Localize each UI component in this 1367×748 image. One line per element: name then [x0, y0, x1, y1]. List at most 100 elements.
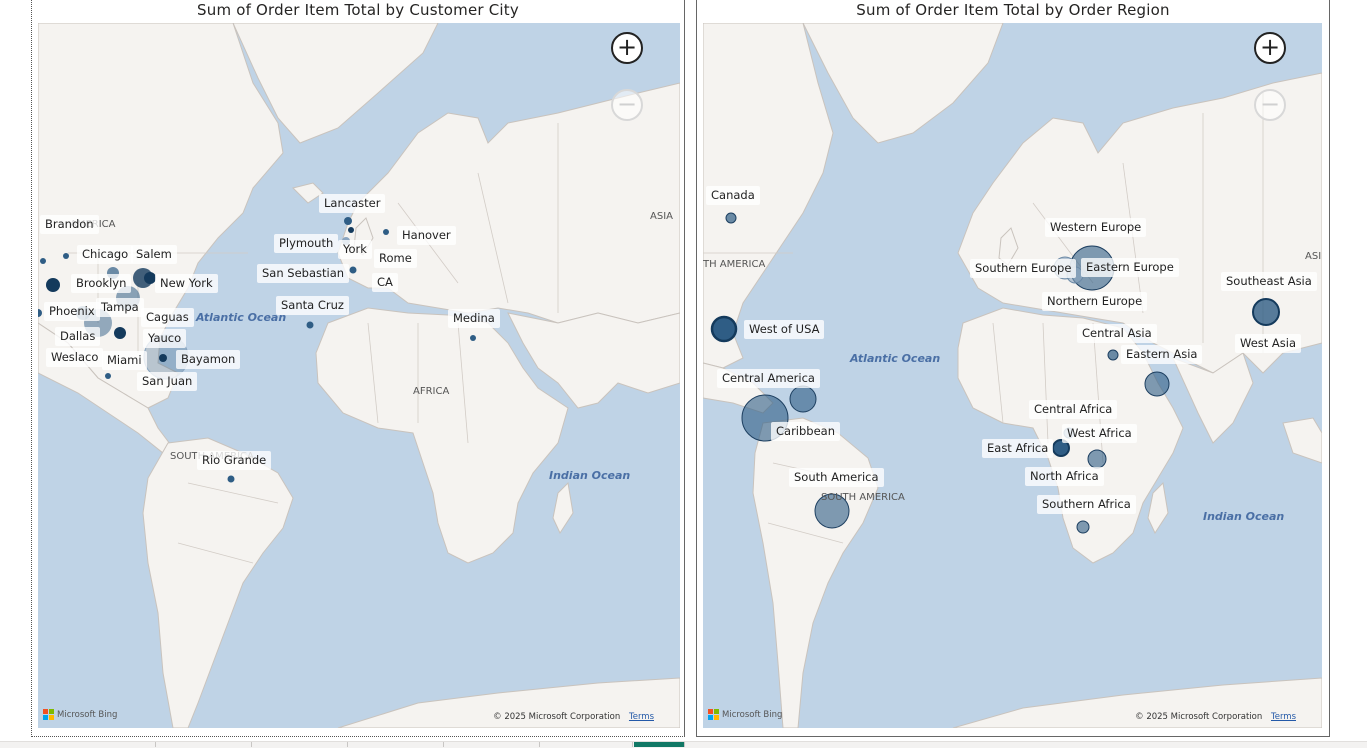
- bubble-label: Santa Cruz: [276, 296, 349, 315]
- map-attribution: © 2025 Microsoft Corporation Terms: [493, 712, 654, 722]
- bubble-label: Lancaster: [319, 194, 386, 213]
- bubble-label: San Juan: [137, 372, 198, 391]
- page-tab[interactable]: [60, 742, 156, 747]
- map-canvas[interactable]: + − AMERICA ASIA AFRICA SOUTH AMERICA At…: [38, 23, 680, 728]
- page-tab[interactable]: [540, 742, 633, 747]
- ocean-label: Indian Ocean: [1203, 510, 1285, 523]
- bubble[interactable]: [383, 229, 389, 235]
- bubble-southern-africa[interactable]: [1076, 520, 1090, 534]
- bubble-label: East Africa: [982, 439, 1054, 458]
- bubble-label: Southeast Asia: [1221, 272, 1317, 291]
- map-canvas[interactable]: + − TH AMERICA ASI SOUTH AMERICA Atlanti…: [703, 23, 1322, 728]
- bubble-label: Southern Africa: [1037, 495, 1136, 514]
- bubble[interactable]: [38, 309, 42, 317]
- bubble[interactable]: [105, 373, 111, 379]
- terms-link[interactable]: Terms: [628, 712, 654, 722]
- bubble-label: Caguas: [141, 308, 194, 327]
- bubble[interactable]: [348, 227, 354, 233]
- geo-label: ASIA: [650, 211, 673, 222]
- geo-label: AFRICA: [413, 386, 450, 397]
- bubble[interactable]: [114, 327, 126, 339]
- terms-link[interactable]: Terms: [1270, 712, 1296, 722]
- bubble-label: Eastern Asia: [1121, 345, 1203, 364]
- bubble[interactable]: [46, 278, 60, 292]
- bubble-label: Canada: [706, 186, 760, 205]
- bubble-southeast-asia[interactable]: [1252, 298, 1280, 326]
- map-attribution: © 2025 Microsoft Corporation Terms: [1135, 712, 1296, 722]
- bubble-eastern-asia[interactable]: [1144, 371, 1170, 397]
- bubble-layer: [38, 217, 476, 483]
- bubble[interactable]: [40, 258, 46, 264]
- page-tab-active[interactable]: [634, 742, 685, 747]
- bubble-label: Tampa: [96, 298, 144, 317]
- bubble[interactable]: [227, 475, 235, 483]
- zoom-out-button[interactable]: −: [1254, 89, 1286, 121]
- copyright-text: © 2025 Microsoft Corporation: [1135, 712, 1263, 722]
- visual-title: Sum of Order Item Total by Order Region: [856, 1, 1170, 19]
- geo-label: SOUTH AMERICA: [821, 492, 905, 503]
- bubble-label: Southern Europe: [970, 259, 1077, 278]
- customer-city-map-visual[interactable]: Sum of Order Item Total by Customer City: [31, 0, 685, 737]
- zoom-in-button[interactable]: +: [1254, 32, 1286, 64]
- page-tab[interactable]: [348, 742, 444, 747]
- bubble-label: South America: [789, 468, 884, 487]
- microsoft-bing-logo: Microsoft Bing: [43, 709, 117, 720]
- bubble-label: Eastern Europe: [1081, 258, 1179, 277]
- bubble-label: Medina: [448, 309, 500, 328]
- bubble-label: Rome: [374, 249, 417, 268]
- ocean-label: Indian Ocean: [549, 469, 631, 482]
- bubble-label: Rio Grande: [197, 451, 272, 470]
- ocean-label: Atlantic Ocean: [196, 311, 287, 324]
- bubble-canada[interactable]: [725, 212, 737, 224]
- page-tab[interactable]: [156, 742, 252, 747]
- visual-title: Sum of Order Item Total by Customer City: [197, 1, 519, 19]
- bubble-label: Phoenix: [44, 302, 100, 321]
- bubble-label: Dallas: [55, 327, 101, 346]
- bubble-label: Western Europe: [1045, 218, 1147, 237]
- microsoft-bing-logo: Microsoft Bing: [708, 709, 782, 720]
- bubble-label: CA: [372, 273, 398, 292]
- bubble[interactable]: [306, 321, 314, 329]
- bubble-label: Brandon: [40, 215, 99, 234]
- bubble-label: New York: [155, 274, 218, 293]
- order-region-map-visual[interactable]: Sum of Order Item Total by Order Region: [696, 0, 1330, 737]
- bubble-label: Yauco: [143, 329, 187, 348]
- geo-label: TH AMERICA: [703, 259, 766, 270]
- zoom-in-button[interactable]: +: [611, 32, 643, 64]
- bubble-label: Hanover: [397, 226, 456, 245]
- bubble-south-america[interactable]: [814, 493, 850, 529]
- bubble[interactable]: [159, 354, 167, 362]
- bubble[interactable]: [349, 266, 357, 274]
- copyright-text: © 2025 Microsoft Corporation: [493, 712, 621, 722]
- bubble[interactable]: [344, 217, 352, 225]
- page-tab[interactable]: [252, 742, 348, 747]
- bubble-label: West of USA: [744, 320, 825, 339]
- microsoft-logo-icon: [708, 709, 719, 720]
- bubble-west-africa[interactable]: [1087, 449, 1107, 469]
- bubble-label: Central America: [717, 369, 820, 388]
- bubble-label: Northern Europe: [1042, 292, 1148, 311]
- zoom-out-button[interactable]: −: [611, 89, 643, 121]
- bubble-label: Miami: [102, 351, 147, 370]
- page-tab[interactable]: [444, 742, 540, 747]
- bubble-label: Bayamon: [176, 350, 241, 369]
- bubble[interactable]: [470, 335, 476, 341]
- bubble-central-america[interactable]: [789, 385, 817, 413]
- bubble-central-asia[interactable]: [1107, 349, 1119, 361]
- bing-label: Microsoft Bing: [722, 709, 783, 720]
- ocean-label: Atlantic Ocean: [850, 352, 941, 365]
- bubble-label: Central Asia: [1077, 324, 1157, 343]
- bubble[interactable]: [144, 272, 156, 284]
- bubble-label: Salem: [131, 245, 177, 264]
- bubble-label: West Asia: [1235, 334, 1302, 353]
- bubble[interactable]: [63, 253, 69, 259]
- bubble-west-of-usa[interactable]: [710, 315, 738, 343]
- bubble-label: West Africa: [1062, 424, 1137, 443]
- bing-label: Microsoft Bing: [57, 709, 118, 720]
- bubble-label: San Sebastian: [257, 264, 350, 283]
- bubble-label: Brooklyn: [71, 274, 132, 293]
- bubble-label: Weslaco: [46, 348, 104, 367]
- bubble-label: Caribbean: [771, 422, 841, 441]
- bubble-label: North Africa: [1025, 467, 1104, 486]
